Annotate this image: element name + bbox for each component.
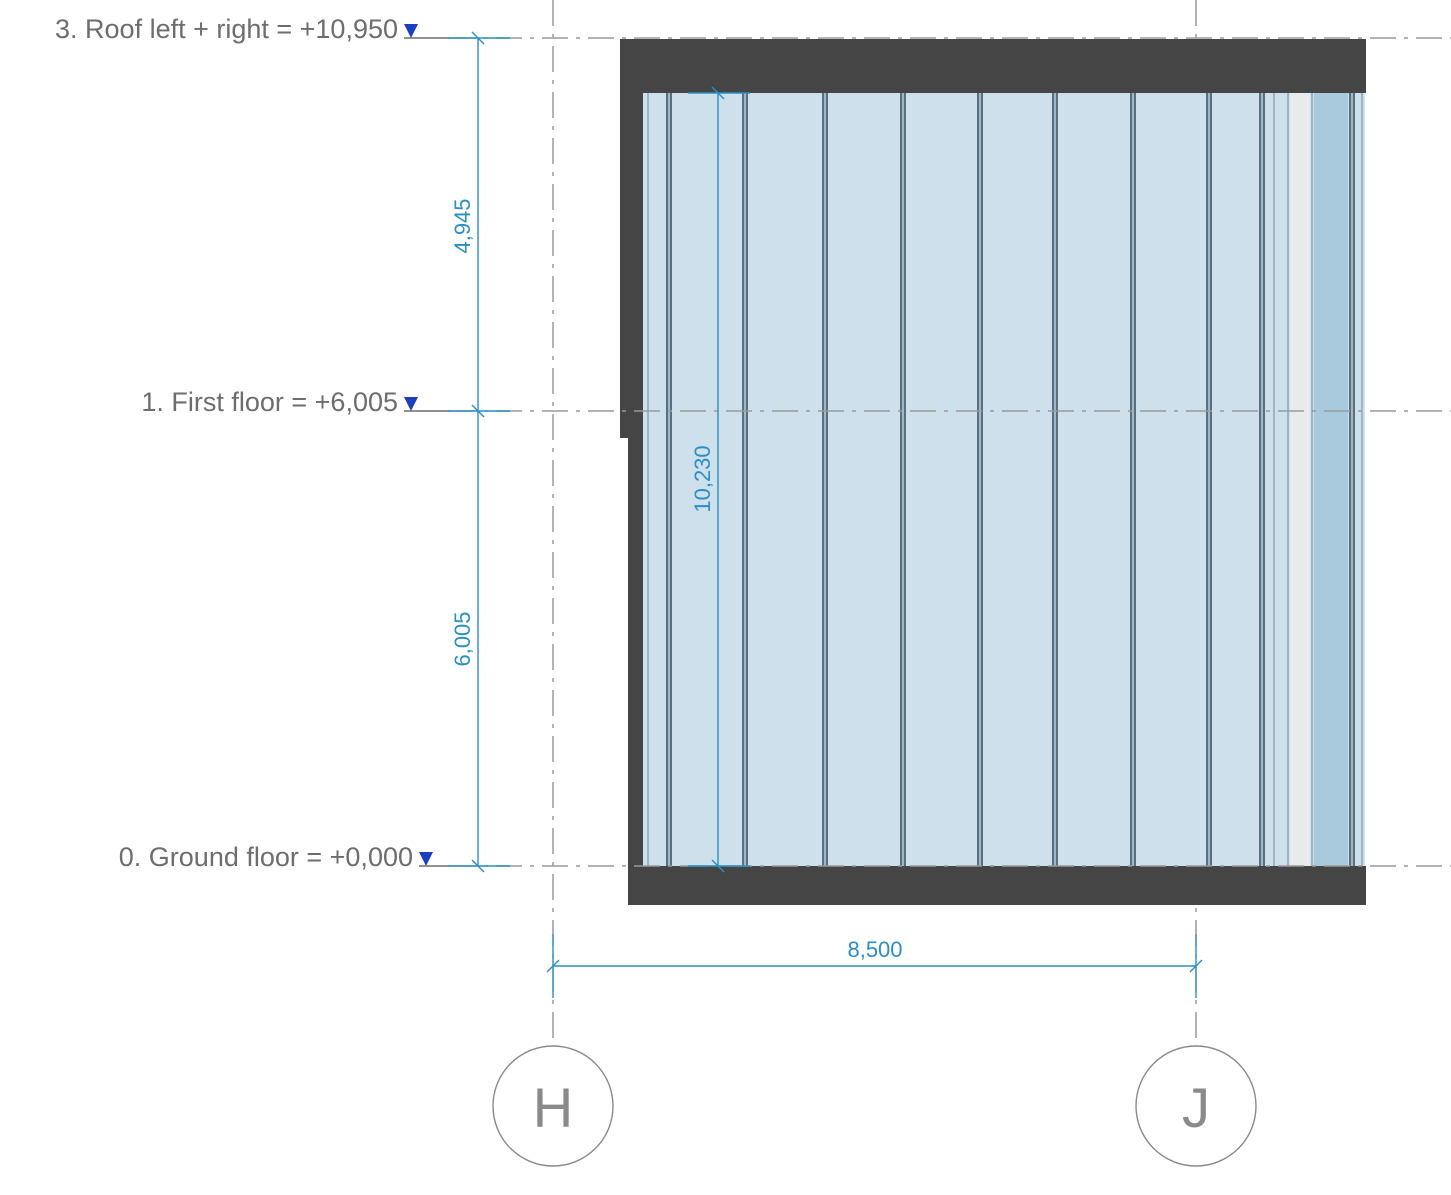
dim-tick-h bbox=[546, 959, 560, 973]
level-labels: 3. Roof left + right = +10,950 1. First … bbox=[55, 14, 450, 872]
level-marker-first-floor bbox=[404, 397, 418, 411]
dim-upper-height: 4,945 bbox=[450, 198, 475, 253]
vertical-dimension-chain bbox=[448, 31, 510, 873]
dim-grid-spacing: 8,500 bbox=[847, 937, 902, 962]
grid-label-j: J bbox=[1182, 1076, 1210, 1139]
level-marker-roof bbox=[404, 24, 418, 38]
dim-glazing-height: 10,230 bbox=[690, 445, 715, 512]
grid-bubble-j-circle bbox=[1135, 1045, 1257, 1167]
level-label-roof: 3. Roof left + right = +10,950 bbox=[55, 14, 398, 44]
mullions bbox=[647, 93, 1363, 866]
dim-tick-first bbox=[471, 404, 485, 418]
dim-tick-ground bbox=[471, 859, 485, 873]
ground-slab bbox=[628, 866, 1366, 905]
level-marker-ground-floor bbox=[419, 852, 433, 866]
dim-tick-j bbox=[1189, 959, 1203, 973]
glass-panel-area bbox=[643, 93, 1365, 866]
dim-tick-roof bbox=[471, 31, 485, 45]
grid-label-h: H bbox=[533, 1076, 573, 1139]
level-lines bbox=[450, 37, 1451, 867]
grid-bubble-h: H bbox=[492, 1045, 614, 1167]
roof-slab bbox=[620, 39, 1366, 93]
grid-bubble-j: J bbox=[1135, 1045, 1257, 1167]
glass-panel-dark bbox=[1314, 93, 1348, 866]
dim-lower-height: 6,005 bbox=[450, 611, 475, 666]
level-label-first-floor: 1. First floor = +6,005 bbox=[141, 387, 398, 417]
glazed-facade bbox=[643, 93, 1365, 866]
dim-glazing-tick-bottom bbox=[711, 859, 725, 873]
grid-bubble-h-circle bbox=[492, 1045, 614, 1167]
grid-spacing-dimension bbox=[546, 934, 1203, 998]
glazing-dimension bbox=[688, 86, 750, 873]
level-label-ground-floor: 0. Ground floor = +0,000 bbox=[119, 842, 413, 872]
left-wall bbox=[620, 93, 643, 866]
glass-panel-light bbox=[1290, 93, 1310, 866]
dim-glazing-tick-top bbox=[711, 86, 725, 100]
